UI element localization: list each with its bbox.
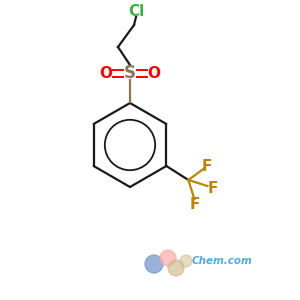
Text: F: F <box>207 181 218 196</box>
Text: F: F <box>189 196 200 211</box>
Text: O: O <box>148 65 160 80</box>
Circle shape <box>145 255 163 273</box>
Text: Cl: Cl <box>128 4 144 19</box>
Circle shape <box>168 260 184 276</box>
Text: O: O <box>100 65 112 80</box>
Text: Chem.com: Chem.com <box>192 256 253 266</box>
Circle shape <box>160 250 176 266</box>
Circle shape <box>180 255 192 267</box>
Text: S: S <box>124 64 136 82</box>
Text: F: F <box>201 158 212 173</box>
